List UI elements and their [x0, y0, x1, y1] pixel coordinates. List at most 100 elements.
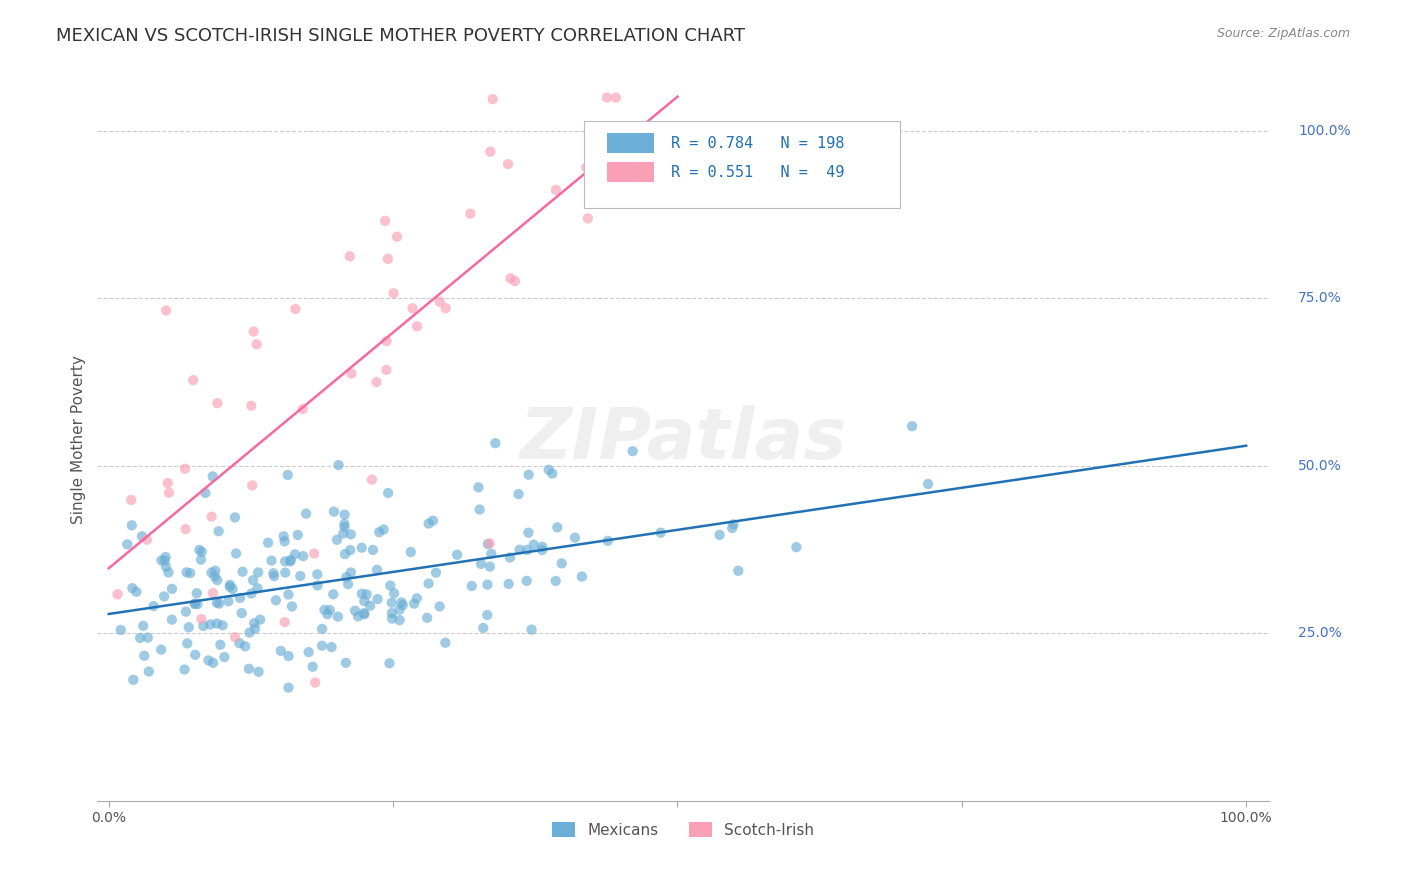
Point	[537, 463, 560, 477]
Point	[242, 573, 264, 587]
Point	[723, 517, 745, 532]
Point	[174, 605, 197, 619]
Point	[479, 145, 502, 159]
Point	[391, 595, 413, 609]
Point	[374, 214, 396, 228]
Point	[517, 525, 540, 540]
Point	[281, 599, 304, 614]
Point	[194, 486, 217, 500]
Point	[564, 531, 586, 545]
Point	[319, 603, 342, 617]
Point	[458, 207, 481, 221]
Point	[484, 436, 506, 450]
Point	[184, 648, 207, 662]
Point	[136, 631, 159, 645]
Point	[478, 559, 501, 574]
Point	[356, 587, 378, 601]
Point	[257, 535, 280, 549]
Point	[350, 587, 373, 601]
Point	[321, 640, 343, 654]
Point	[344, 604, 367, 618]
Point	[596, 90, 619, 104]
Point	[247, 665, 270, 679]
Point	[243, 622, 266, 636]
Point	[477, 607, 499, 622]
Point	[233, 640, 256, 654]
Point	[531, 543, 554, 558]
Point	[367, 592, 389, 607]
Text: 50.0%: 50.0%	[1298, 459, 1341, 473]
Point	[378, 657, 401, 671]
Point	[353, 607, 375, 622]
Point	[243, 616, 266, 631]
Point	[523, 538, 546, 552]
Point	[295, 507, 318, 521]
Point	[339, 249, 361, 263]
Point	[273, 534, 295, 549]
Point	[155, 303, 177, 318]
Point	[201, 509, 224, 524]
Point	[359, 599, 381, 613]
Point	[425, 566, 447, 580]
Point	[516, 574, 538, 588]
Point	[335, 570, 357, 584]
Point	[209, 638, 232, 652]
Point	[155, 559, 177, 574]
Point	[277, 468, 299, 483]
Point	[381, 611, 404, 625]
Point	[274, 615, 297, 629]
Point	[224, 510, 246, 524]
Point	[190, 552, 212, 566]
Point	[117, 537, 139, 551]
Point	[422, 514, 444, 528]
Point	[260, 553, 283, 567]
Point	[508, 487, 530, 501]
Point	[150, 642, 173, 657]
Point	[316, 607, 339, 622]
Point	[621, 444, 644, 458]
Point	[301, 659, 323, 673]
Point	[179, 566, 201, 581]
Point	[322, 505, 344, 519]
Text: ZIPatlas: ZIPatlas	[519, 405, 846, 474]
Point	[205, 616, 228, 631]
Point	[477, 577, 499, 591]
Point	[381, 606, 404, 620]
Point	[785, 540, 807, 554]
Point	[211, 618, 233, 632]
Point	[382, 586, 405, 600]
Point	[190, 612, 212, 626]
Text: 100.0%: 100.0%	[1298, 124, 1351, 138]
Point	[326, 609, 349, 624]
Point	[406, 319, 429, 334]
Point	[429, 294, 451, 309]
Point	[110, 623, 132, 637]
Point	[204, 564, 226, 578]
Point	[531, 540, 554, 554]
Point	[366, 563, 388, 577]
Point	[160, 613, 183, 627]
Point	[287, 528, 309, 542]
Point	[246, 582, 269, 596]
Point	[173, 663, 195, 677]
Point	[174, 461, 197, 475]
Point	[218, 580, 240, 594]
Point	[496, 157, 519, 171]
Point	[516, 542, 538, 557]
Point	[499, 550, 522, 565]
Point	[541, 467, 564, 481]
Point	[380, 578, 402, 592]
Point	[202, 656, 225, 670]
Point	[418, 516, 440, 531]
Point	[157, 485, 180, 500]
Point	[304, 675, 326, 690]
Point	[340, 367, 363, 381]
Point	[284, 301, 307, 316]
Point	[503, 274, 526, 288]
Point	[333, 547, 356, 561]
Point	[193, 619, 215, 633]
Point	[207, 524, 229, 539]
Point	[238, 662, 260, 676]
Point	[290, 569, 312, 583]
Point	[335, 656, 357, 670]
